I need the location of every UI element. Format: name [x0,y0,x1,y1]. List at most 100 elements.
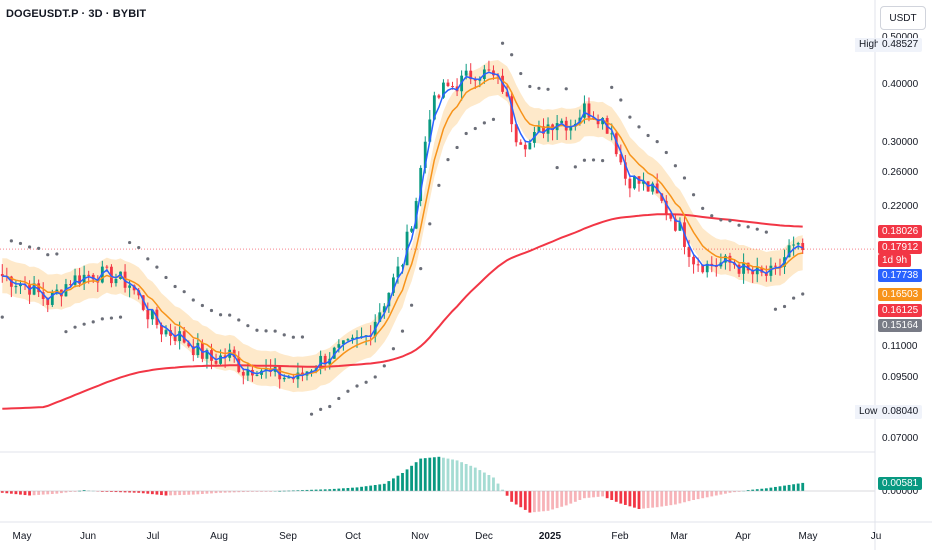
histogram-bar [664,491,668,506]
price-tag-ema-mid: 0.16503 [878,288,923,301]
histogram-bar [301,490,304,491]
candle [137,290,141,296]
psar-dot [255,328,259,332]
histogram-bar [37,491,41,495]
histogram-bar [492,477,495,491]
candle [191,346,195,356]
histogram-bar [669,491,673,506]
psar-dot [200,303,204,308]
histogram-bar [96,491,100,492]
candle [746,262,750,271]
psar-dot [746,225,750,229]
psar-dot [282,333,286,337]
psar-dot [0,315,4,319]
psar-dot [18,241,23,246]
histogram-bar [678,491,682,504]
histogram-bar [692,491,695,500]
histogram-bar [205,491,209,494]
psar-dot [419,267,423,271]
candle [446,82,450,87]
histogram-bar [451,459,454,491]
ema-slow-line [2,213,803,410]
histogram-bar [764,488,768,491]
psar-dot [128,240,132,245]
psar-dot [91,320,95,324]
histogram-bar [696,491,700,500]
candle [432,95,436,120]
histogram-bar [442,457,445,491]
price-tick: 0.30000 [882,137,919,148]
psar-dot [273,329,277,333]
histogram-bar [505,491,509,496]
psar-dot [209,308,214,313]
histogram-bar [232,491,236,493]
candle [596,119,600,125]
psar-dot [328,404,332,409]
histogram-bar [714,491,718,496]
psar-dot [428,222,432,226]
histogram-bar [64,491,68,493]
histogram-bar [614,491,618,502]
psar-dot [491,117,496,121]
currency-button[interactable]: USDT [880,6,926,30]
histogram-bar [260,491,263,492]
candle [396,266,400,278]
histogram-bar [642,491,645,509]
psar-dot [655,140,659,144]
psar-dot [719,218,723,222]
price-tag-ema-fast: 0.17738 [878,269,923,282]
histogram-bar [733,491,736,493]
histogram-bar [164,491,168,496]
time-label: Sep [279,531,297,542]
candle [514,124,518,143]
histogram-bar [737,491,741,492]
histogram-bar [628,491,632,507]
psar-dot [519,71,523,76]
histogram-bar [73,491,77,492]
histogram-bar [523,491,527,510]
candles[interactable] [0,60,805,389]
psar-dot [528,84,532,89]
bar-countdown: 1d 9h [878,254,912,267]
histogram-bar [360,486,363,491]
histogram-bar [137,491,141,493]
psar-dot [400,329,405,333]
time-label: May [12,531,32,542]
histogram-bar [369,485,373,491]
candle [687,246,691,257]
psar-dot [446,158,450,162]
candle [187,342,191,347]
symbol-title[interactable]: DOGEUSDT.P · 3D · BYBIT [6,8,147,20]
histogram-bar [801,482,805,491]
ema-mid-line [2,77,803,376]
histogram-bar [551,491,554,510]
candle [178,331,182,342]
candle [150,309,154,320]
histogram-bar [28,491,31,496]
histogram-bar [728,491,732,493]
candle [651,183,655,192]
psar-dot [9,239,13,243]
candle [523,144,527,150]
histogram-bar [355,487,359,491]
histogram-bar [596,491,600,497]
time-label: Dec [475,531,493,542]
histogram-bar [569,491,573,504]
candle [173,335,177,342]
candle [105,266,109,268]
histogram-bar [169,491,172,496]
psar-dot [473,126,477,131]
time-label: Aug [210,531,228,542]
histogram-bar [473,467,477,491]
candle [796,242,800,245]
histogram-bar [446,458,450,491]
candle [642,181,645,184]
candle [355,337,359,339]
histogram-bar [105,491,109,492]
histogram-bar [783,485,786,491]
psar-dot [46,253,50,257]
histogram-bar [323,489,327,491]
histogram-bar [246,491,250,492]
